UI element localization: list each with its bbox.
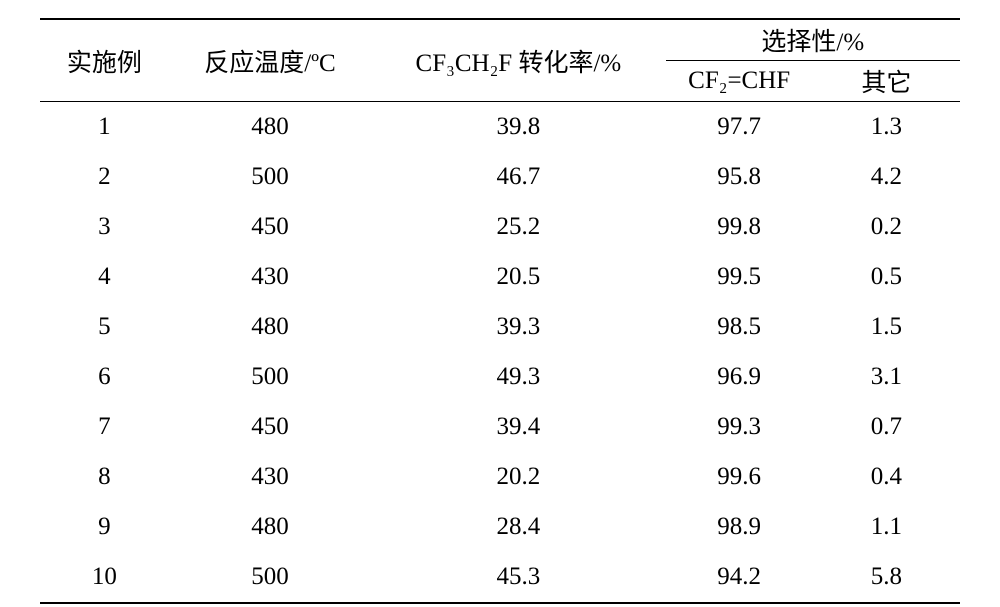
cell-conv: 20.2 bbox=[371, 452, 665, 502]
cell-sel2: 5.8 bbox=[813, 552, 960, 603]
cell-sel1: 99.8 bbox=[666, 202, 813, 252]
cell-sel1: 98.5 bbox=[666, 302, 813, 352]
table-row: 4 430 20.5 99.5 0.5 bbox=[40, 252, 960, 302]
cell-temp: 430 bbox=[169, 452, 371, 502]
table-row: 2 500 46.7 95.8 4.2 bbox=[40, 152, 960, 202]
cell-example: 10 bbox=[40, 552, 169, 603]
cell-sel1: 97.7 bbox=[666, 102, 813, 153]
col-header-conversion: CF₃CH₂F 转化率/% bbox=[371, 19, 665, 102]
cell-conv: 39.8 bbox=[371, 102, 665, 153]
cell-temp: 450 bbox=[169, 202, 371, 252]
cell-sel2: 0.7 bbox=[813, 402, 960, 452]
cell-temp: 500 bbox=[169, 152, 371, 202]
cell-conv: 49.3 bbox=[371, 352, 665, 402]
cell-temp: 450 bbox=[169, 402, 371, 452]
cell-temp: 500 bbox=[169, 352, 371, 402]
cell-sel2: 1.3 bbox=[813, 102, 960, 153]
cell-sel2: 0.5 bbox=[813, 252, 960, 302]
table-body: 1 480 39.8 97.7 1.3 2 500 46.7 95.8 4.2 … bbox=[40, 102, 960, 604]
cell-example: 7 bbox=[40, 402, 169, 452]
cell-conv: 28.4 bbox=[371, 502, 665, 552]
cell-example: 6 bbox=[40, 352, 169, 402]
cell-example: 4 bbox=[40, 252, 169, 302]
cell-sel2: 3.1 bbox=[813, 352, 960, 402]
cell-example: 2 bbox=[40, 152, 169, 202]
table-row: 3 450 25.2 99.8 0.2 bbox=[40, 202, 960, 252]
cell-conv: 39.3 bbox=[371, 302, 665, 352]
cell-example: 3 bbox=[40, 202, 169, 252]
table-row: 6 500 49.3 96.9 3.1 bbox=[40, 352, 960, 402]
table-row: 10 500 45.3 94.2 5.8 bbox=[40, 552, 960, 603]
cell-sel1: 96.9 bbox=[666, 352, 813, 402]
col-header-sel-cf2chf: CF₂=CHF bbox=[666, 61, 813, 102]
cell-sel2: 4.2 bbox=[813, 152, 960, 202]
results-table: 实施例 反应温度/ºC CF₃CH₂F 转化率/% 选择性/% CF₂=CHF … bbox=[40, 18, 960, 604]
cell-sel1: 98.9 bbox=[666, 502, 813, 552]
cell-conv: 46.7 bbox=[371, 152, 665, 202]
cell-temp: 500 bbox=[169, 552, 371, 603]
col-header-temperature: 反应温度/ºC bbox=[169, 19, 371, 102]
cell-sel1: 99.6 bbox=[666, 452, 813, 502]
cell-sel2: 0.4 bbox=[813, 452, 960, 502]
table-row: 9 480 28.4 98.9 1.1 bbox=[40, 502, 960, 552]
cell-sel1: 99.3 bbox=[666, 402, 813, 452]
cell-temp: 480 bbox=[169, 102, 371, 153]
cell-temp: 480 bbox=[169, 302, 371, 352]
table-row: 7 450 39.4 99.3 0.7 bbox=[40, 402, 960, 452]
table-row: 8 430 20.2 99.6 0.4 bbox=[40, 452, 960, 502]
cell-sel1: 95.8 bbox=[666, 152, 813, 202]
cell-sel1: 94.2 bbox=[666, 552, 813, 603]
cell-temp: 480 bbox=[169, 502, 371, 552]
cell-conv: 20.5 bbox=[371, 252, 665, 302]
cell-example: 1 bbox=[40, 102, 169, 153]
cell-sel2: 1.5 bbox=[813, 302, 960, 352]
col-header-example: 实施例 bbox=[40, 19, 169, 102]
table-row: 1 480 39.8 97.7 1.3 bbox=[40, 102, 960, 153]
cell-temp: 430 bbox=[169, 252, 371, 302]
table-row: 5 480 39.3 98.5 1.5 bbox=[40, 302, 960, 352]
cell-conv: 45.3 bbox=[371, 552, 665, 603]
cell-example: 5 bbox=[40, 302, 169, 352]
cell-example: 8 bbox=[40, 452, 169, 502]
cell-conv: 25.2 bbox=[371, 202, 665, 252]
cell-sel2: 1.1 bbox=[813, 502, 960, 552]
cell-example: 9 bbox=[40, 502, 169, 552]
cell-conv: 39.4 bbox=[371, 402, 665, 452]
cell-sel1: 99.5 bbox=[666, 252, 813, 302]
cell-sel2: 0.2 bbox=[813, 202, 960, 252]
col-header-sel-other: 其它 bbox=[813, 61, 960, 102]
col-header-selectivity: 选择性/% bbox=[666, 19, 960, 61]
